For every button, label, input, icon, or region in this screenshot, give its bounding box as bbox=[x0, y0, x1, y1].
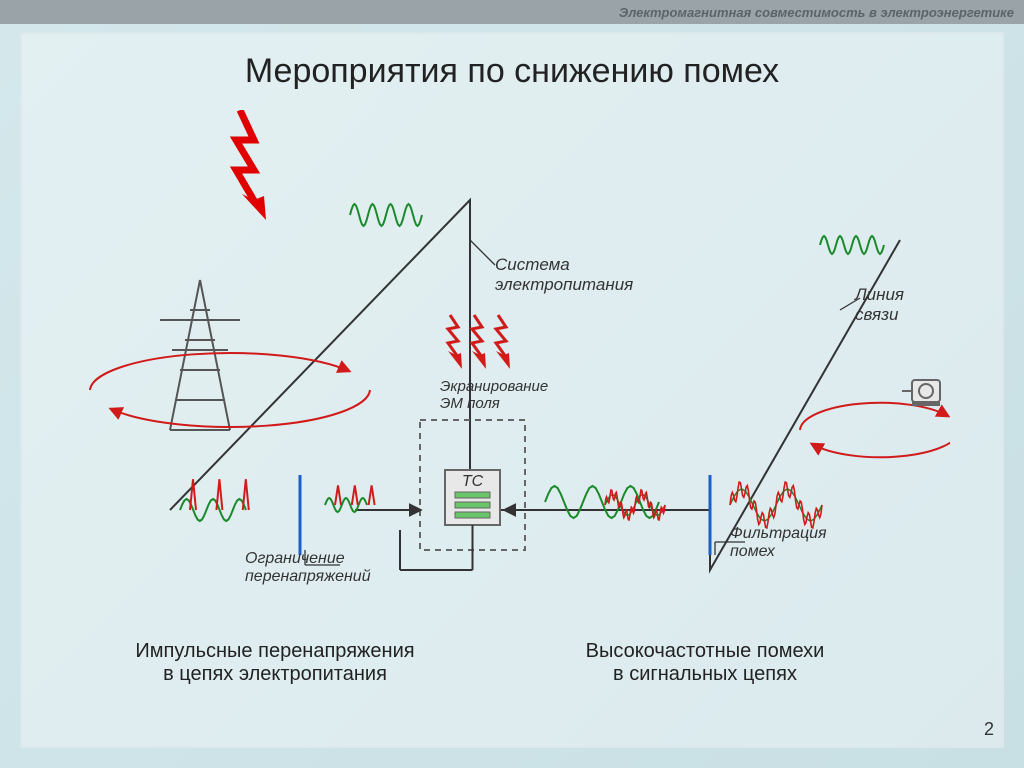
label-power-system: Система электропитания bbox=[495, 255, 633, 295]
page-number: 2 bbox=[984, 719, 994, 740]
caption-right: Высокочастотные помехи в сигнальных цепя… bbox=[530, 640, 880, 686]
caption-left: Импульсные перенапряжения в цепях электр… bbox=[100, 640, 450, 686]
svg-text:ТС: ТС bbox=[462, 473, 484, 490]
header-text: Электромагнитная совместимость в электро… bbox=[619, 5, 1014, 20]
label-filter: Фильтрация помех bbox=[730, 525, 827, 561]
label-overvoltage: Ограничение перенапряжений bbox=[245, 550, 371, 586]
header-bar: Электромагнитная совместимость в электро… bbox=[0, 0, 1024, 24]
label-comm-line: Линия связи bbox=[855, 285, 904, 325]
label-em-shield: Экранирование ЭМ поля bbox=[440, 378, 548, 412]
diagram: ТС Система электропитания Линия связи Эк… bbox=[50, 110, 950, 630]
slide-title: Мероприятия по снижению помех bbox=[0, 52, 1024, 91]
